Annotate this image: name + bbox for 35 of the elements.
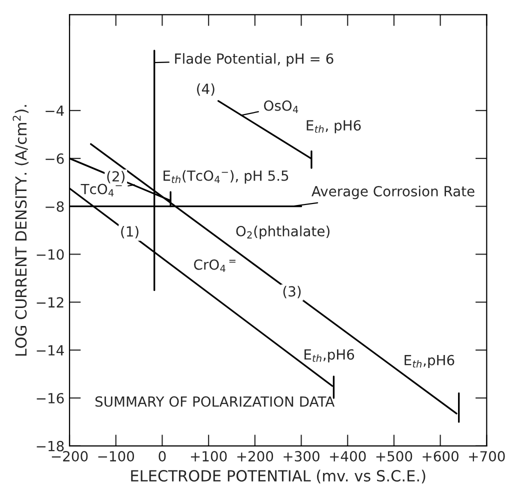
y-tick-label: −16: [36, 392, 64, 404]
annotation: E$_{th}$(TcO$_{4}$$^{−}$), pH 5.5: [164, 170, 288, 184]
annotation: (1): [121, 226, 138, 238]
y-tick-label: −4: [46, 106, 64, 116]
x-tick-label: +300: [284, 451, 320, 462]
x-tick-label: +400: [330, 451, 366, 462]
y-tick-label: −10: [36, 249, 64, 260]
annotation: E$_{th}$,pH6: [404, 354, 454, 368]
y-tick-label: −12: [36, 297, 64, 308]
x-tick-label: +500: [376, 451, 412, 462]
x-tick-label: +600: [422, 451, 458, 462]
x-axis-title: ELECTRODE POTENTIAL (mv. vs S.C.E.): [131, 470, 426, 484]
annotation: E$_{th}$,pH6: [304, 349, 354, 362]
annotation: Average Corrosion Rate: [312, 186, 474, 200]
y-tick-label: −18: [36, 440, 64, 452]
y-tick-label: −14: [36, 345, 64, 356]
annotation: (3): [283, 286, 301, 298]
annotation: OsO$_{4}$: [264, 100, 298, 113]
y-tick-label: −6: [46, 153, 64, 164]
y-axis-title: LOG CURRENT DENSITY. (A/cm$^{2}$).: [12, 105, 29, 356]
x-tick-label: −200: [52, 451, 88, 462]
annotation: E$_{th}$, pH6: [306, 120, 361, 134]
annotation: (2): [107, 170, 125, 184]
annotation: CrO$_{4}$$^{=}$: [194, 259, 236, 272]
y-tick-label: −8: [46, 201, 64, 212]
annotation: O$_{2}$(phthalate): [236, 226, 330, 240]
annotation: SUMMARY OF POLARIZATION DATA: [95, 396, 335, 407]
x-tick-label: +100: [190, 451, 227, 462]
annotation: TcO$_{4}$$^{−}$: [80, 184, 122, 196]
annotation: (4): [197, 83, 214, 96]
x-tick-label: −100: [98, 451, 134, 462]
x-tick-label: +700: [469, 451, 505, 462]
annotation: Flade Potential, pH = 6: [175, 53, 334, 67]
x-tick-label: +200: [237, 451, 274, 462]
x-tick-label: 0: [158, 451, 166, 462]
